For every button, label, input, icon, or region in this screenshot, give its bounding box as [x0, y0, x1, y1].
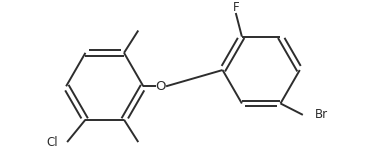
Text: O: O	[155, 80, 166, 93]
Text: F: F	[232, 1, 239, 14]
Text: Br: Br	[315, 108, 328, 121]
Text: Cl: Cl	[46, 136, 58, 149]
